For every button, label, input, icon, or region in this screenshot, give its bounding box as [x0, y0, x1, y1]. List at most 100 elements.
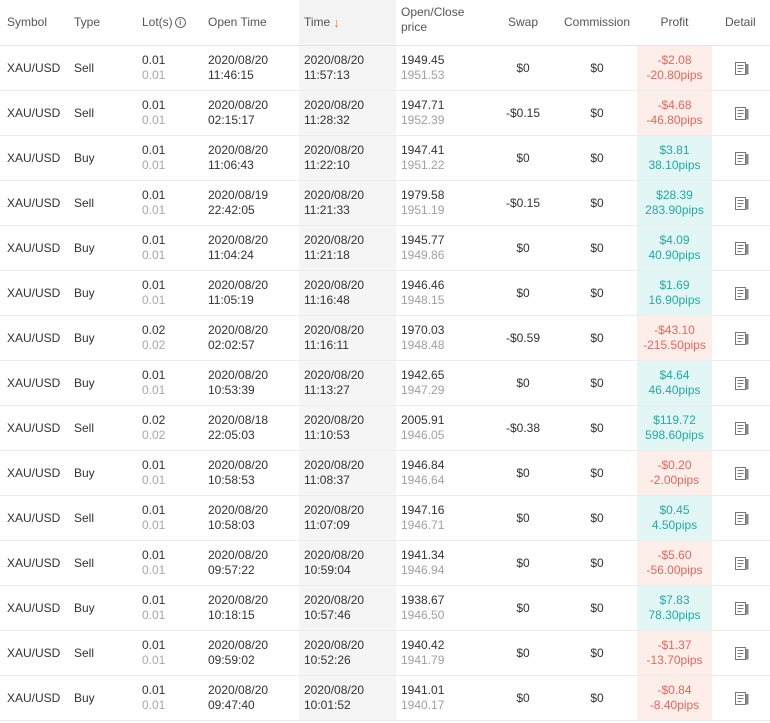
header-open-time[interactable]: Open Time	[208, 0, 298, 45]
header-commission-label: Commission	[563, 15, 630, 29]
symbol-cell: XAU/USD	[7, 136, 71, 180]
close-date: 2020/08/20	[304, 638, 365, 652]
header-price[interactable]: Open/Close price	[401, 0, 491, 45]
symbol-text: XAU/USD	[7, 330, 61, 345]
swap-value: $0	[516, 375, 530, 390]
profit-value: -$2.08	[657, 53, 692, 67]
close-price: 1951.22	[401, 158, 445, 172]
document-icon[interactable]	[735, 61, 749, 75]
detail-cell	[714, 451, 770, 495]
document-icon[interactable]	[735, 646, 749, 660]
close-clock: 11:13:27	[304, 383, 350, 397]
type-text: Sell	[74, 510, 95, 525]
document-icon[interactable]	[735, 286, 749, 300]
document-icon[interactable]	[735, 511, 749, 525]
open-price: 1941.34	[401, 548, 445, 562]
profit-cell: $7.83 78.30pips	[637, 586, 712, 630]
document-icon[interactable]	[735, 331, 749, 345]
open-date: 2020/08/19	[208, 188, 269, 202]
open-date: 2020/08/20	[208, 683, 269, 697]
profit-value: -$0.20	[657, 458, 692, 472]
swap-value: $0	[516, 285, 530, 300]
price-cell: 1947.71 1952.39	[401, 91, 491, 135]
swap-cell: -$0.15	[491, 181, 555, 225]
table-row: XAU/USD Buy 0.01 0.01 2020/08/20 11:05:19 2020…	[0, 271, 770, 316]
close-price: 1946.94	[401, 563, 445, 577]
close-time-cell: 2020/08/20 10:57:46	[299, 586, 396, 630]
swap-cell: $0	[491, 496, 555, 540]
header-commission[interactable]: Commission	[557, 0, 637, 45]
swap-cell: $0	[491, 361, 555, 405]
open-clock: 11:05:19	[208, 293, 254, 307]
info-circle-icon[interactable]: i	[174, 17, 186, 28]
open-clock: 10:58:53	[208, 473, 255, 487]
commission-value: $0	[590, 555, 604, 570]
header-time[interactable]: Time ↓	[299, 0, 396, 45]
profit-cell: $119.72 598.60pips	[637, 406, 712, 450]
swap-cell: $0	[491, 541, 555, 585]
open-clock: 02:15:17	[208, 113, 255, 127]
document-icon[interactable]	[735, 106, 749, 120]
profit-value: -$1.37	[657, 638, 692, 652]
profit-pips: -2.00pips	[649, 473, 700, 487]
lots-close: 0.01	[142, 563, 166, 577]
lots-cell: 0.02 0.02	[142, 316, 204, 360]
lots-open: 0.01	[142, 143, 166, 157]
open-time-cell: 2020/08/20 11:46:15	[208, 46, 298, 90]
detail-cell	[714, 136, 770, 180]
open-date: 2020/08/20	[208, 278, 269, 292]
type-cell: Buy	[74, 226, 134, 270]
commission-cell: $0	[557, 226, 637, 270]
open-time-cell: 2020/08/20 09:57:22	[208, 541, 298, 585]
close-clock: 11:16:48	[304, 293, 350, 307]
header-type[interactable]: Type	[74, 0, 134, 45]
header-lots[interactable]: Lot(s) i	[142, 0, 204, 45]
document-icon[interactable]	[735, 556, 749, 570]
header-symbol[interactable]: Symbol	[7, 0, 71, 45]
table-row: XAU/USD Sell 0.01 0.01 2020/08/20 10:58:03 202…	[0, 496, 770, 541]
lots-cell: 0.01 0.01	[142, 181, 204, 225]
document-icon[interactable]	[735, 196, 749, 210]
document-icon[interactable]	[735, 601, 749, 615]
lots-close: 0.01	[142, 158, 166, 172]
lots-cell: 0.01 0.01	[142, 496, 204, 540]
document-icon[interactable]	[735, 421, 749, 435]
open-time-cell: 2020/08/20 11:04:24	[208, 226, 298, 270]
swap-cell: $0	[491, 271, 555, 315]
lots-open: 0.01	[142, 188, 166, 202]
open-clock: 10:58:03	[208, 518, 255, 532]
document-icon[interactable]	[735, 691, 749, 705]
profit-cell: -$43.10 -215.50pips	[637, 316, 712, 360]
price-cell: 1945.77 1949.86	[401, 226, 491, 270]
document-icon[interactable]	[735, 376, 749, 390]
table-row: XAU/USD Sell 0.01 0.01 2020/08/19 22:42:05 202…	[0, 181, 770, 226]
symbol-cell: XAU/USD	[7, 91, 71, 135]
lots-close: 0.02	[142, 338, 166, 352]
profit-pips: 40.90pips	[648, 248, 701, 262]
profit-cell: -$5.60 -56.00pips	[637, 541, 712, 585]
symbol-text: XAU/USD	[7, 240, 61, 255]
commission-cell: $0	[557, 46, 637, 90]
lots-cell: 0.01 0.01	[142, 46, 204, 90]
symbol-cell: XAU/USD	[7, 181, 71, 225]
header-price-line2: price	[401, 20, 428, 34]
close-date: 2020/08/20	[304, 503, 365, 517]
open-clock: 09:47:40	[208, 698, 255, 712]
swap-value: $0	[516, 555, 530, 570]
close-clock: 11:57:13	[304, 68, 350, 82]
close-clock: 10:52:26	[304, 653, 351, 667]
document-icon[interactable]	[735, 466, 749, 480]
open-date: 2020/08/20	[208, 503, 269, 517]
table-row: XAU/USD Sell 0.01 0.01 2020/08/20 11:46:15 202…	[0, 46, 770, 91]
open-clock: 22:05:03	[208, 428, 255, 442]
open-time-cell: 2020/08/19 22:42:05	[208, 181, 298, 225]
open-date: 2020/08/20	[208, 143, 269, 157]
document-icon[interactable]	[735, 241, 749, 255]
header-swap[interactable]: Swap	[491, 0, 555, 45]
lots-cell: 0.01 0.01	[142, 226, 204, 270]
header-profit[interactable]: Profit	[637, 0, 712, 45]
document-icon[interactable]	[735, 151, 749, 165]
profit-value: $7.83	[659, 593, 690, 607]
profit-value: $1.69	[659, 278, 690, 292]
arrow-down-icon[interactable]: ↓	[333, 15, 340, 30]
